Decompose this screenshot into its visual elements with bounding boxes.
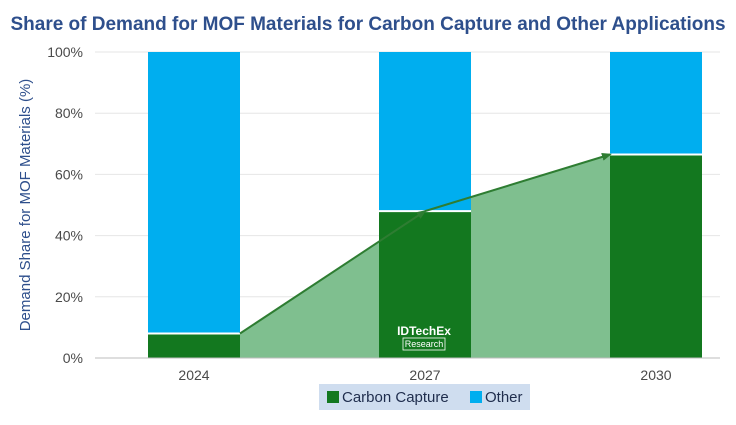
y-axis-label: Demand Share for MOF Materials (%) (17, 79, 34, 332)
bar-other-2030 (610, 52, 702, 155)
y-tick-label: 100% (47, 44, 83, 60)
bar-other-2027 (379, 52, 471, 212)
legend: Carbon Capture Other (319, 384, 530, 410)
bar-carbon-capture-2024 (148, 333, 240, 358)
chart-title: Share of Demand for MOF Materials for Ca… (10, 14, 725, 35)
y-tick-label: 40% (55, 228, 83, 244)
y-tick-label: 0% (63, 350, 83, 366)
legend-swatch-carbon-capture (327, 391, 339, 403)
bar-other-2024 (148, 52, 240, 334)
bar-carbon-capture-2027 (379, 211, 471, 358)
legend-background (319, 384, 530, 410)
idtechex-logo: IDTechEx Research (397, 324, 451, 351)
trend-lines (239, 153, 612, 335)
legend-label-carbon-capture: Carbon Capture (342, 389, 449, 406)
bar-carbon-capture-2030 (610, 154, 702, 358)
legend-swatch-other (470, 391, 482, 403)
logo-sub: Research (405, 339, 444, 349)
logo-frame (402, 337, 446, 351)
logo-name: IDTechEx (397, 324, 451, 338)
y-tick-label: 20% (55, 289, 83, 305)
trend-arrow (239, 210, 427, 335)
y-tick-label: 60% (55, 166, 83, 182)
x-tick-label: 2024 (178, 367, 209, 383)
x-tick-label: 2030 (640, 367, 671, 383)
legend-label-other: Other (485, 389, 523, 406)
bars (148, 52, 702, 358)
y-tick-label: 80% (55, 105, 83, 121)
trend-arrow (424, 153, 612, 213)
axes: 0% 20% 40% 60% 80% 100% 2024 2027 2030 (47, 44, 720, 383)
x-tick-label: 2027 (409, 367, 440, 383)
